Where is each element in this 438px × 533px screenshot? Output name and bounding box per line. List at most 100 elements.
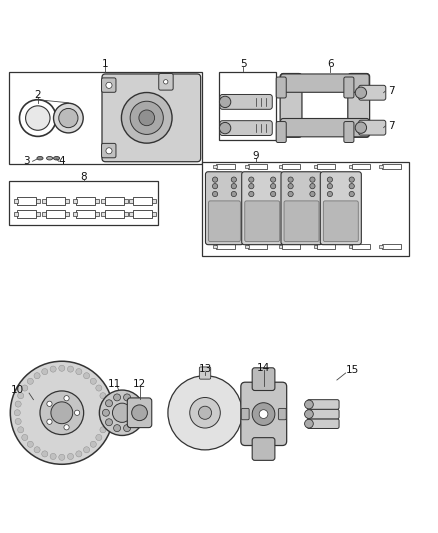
Text: 12: 12 xyxy=(133,378,146,389)
Bar xyxy=(317,244,335,249)
Circle shape xyxy=(76,451,82,457)
Circle shape xyxy=(102,401,109,407)
Circle shape xyxy=(47,401,52,406)
Circle shape xyxy=(99,390,145,435)
Bar xyxy=(314,245,317,248)
Circle shape xyxy=(113,403,132,422)
Bar xyxy=(73,212,77,216)
Circle shape xyxy=(252,403,275,425)
Text: 3: 3 xyxy=(24,156,30,166)
Circle shape xyxy=(100,393,106,399)
Circle shape xyxy=(40,391,84,434)
Text: 15: 15 xyxy=(346,366,359,375)
Circle shape xyxy=(249,177,254,182)
FancyBboxPatch shape xyxy=(252,438,275,461)
Circle shape xyxy=(106,419,113,426)
Text: 10: 10 xyxy=(11,385,24,394)
Circle shape xyxy=(42,368,48,375)
Circle shape xyxy=(124,425,131,432)
FancyBboxPatch shape xyxy=(307,419,339,429)
Circle shape xyxy=(74,410,80,415)
Text: 6: 6 xyxy=(327,59,334,69)
Circle shape xyxy=(103,410,110,416)
Circle shape xyxy=(139,110,155,126)
Circle shape xyxy=(50,454,56,459)
Circle shape xyxy=(11,361,113,464)
Text: 9: 9 xyxy=(253,151,259,161)
Text: 13: 13 xyxy=(198,364,212,374)
FancyBboxPatch shape xyxy=(307,400,339,409)
FancyBboxPatch shape xyxy=(359,85,386,100)
Bar xyxy=(17,210,36,218)
Bar xyxy=(36,199,40,203)
Bar xyxy=(245,165,249,168)
Circle shape xyxy=(259,410,268,418)
Circle shape xyxy=(113,394,120,401)
Circle shape xyxy=(271,183,276,189)
Circle shape xyxy=(15,418,21,424)
FancyBboxPatch shape xyxy=(102,74,201,161)
Bar xyxy=(382,164,401,169)
Circle shape xyxy=(190,398,220,428)
Circle shape xyxy=(355,87,367,99)
Circle shape xyxy=(15,401,21,407)
Bar xyxy=(279,245,283,248)
FancyBboxPatch shape xyxy=(284,201,319,241)
Circle shape xyxy=(51,402,73,424)
Bar xyxy=(213,245,217,248)
Circle shape xyxy=(231,191,237,197)
FancyBboxPatch shape xyxy=(199,367,211,379)
Circle shape xyxy=(53,103,83,133)
FancyBboxPatch shape xyxy=(281,74,369,92)
Circle shape xyxy=(106,82,112,88)
Bar xyxy=(382,244,401,249)
Circle shape xyxy=(212,183,218,189)
Circle shape xyxy=(121,93,172,143)
Circle shape xyxy=(100,427,106,433)
Bar xyxy=(14,199,18,203)
FancyBboxPatch shape xyxy=(242,172,283,245)
Circle shape xyxy=(271,177,276,182)
Circle shape xyxy=(50,366,56,372)
Bar xyxy=(152,212,156,216)
FancyBboxPatch shape xyxy=(276,122,286,142)
Circle shape xyxy=(18,393,24,399)
Bar xyxy=(14,212,18,216)
Circle shape xyxy=(18,427,24,433)
Text: 4: 4 xyxy=(59,156,65,166)
Circle shape xyxy=(90,378,96,384)
FancyBboxPatch shape xyxy=(127,398,152,427)
Bar xyxy=(42,212,46,216)
Circle shape xyxy=(288,183,293,189)
Bar xyxy=(279,165,283,168)
Bar xyxy=(73,199,77,203)
Circle shape xyxy=(132,419,139,426)
Bar xyxy=(133,197,152,205)
Bar xyxy=(124,199,128,203)
Circle shape xyxy=(102,418,109,424)
Bar xyxy=(101,212,105,216)
Bar xyxy=(36,212,40,216)
Circle shape xyxy=(59,454,65,461)
Circle shape xyxy=(22,385,28,391)
Bar xyxy=(248,164,267,169)
Circle shape xyxy=(64,395,69,401)
FancyBboxPatch shape xyxy=(279,408,286,420)
Text: 1: 1 xyxy=(102,59,109,69)
Bar xyxy=(352,164,370,169)
Circle shape xyxy=(67,454,74,459)
Circle shape xyxy=(219,123,231,134)
Text: 7: 7 xyxy=(388,86,395,96)
Bar xyxy=(46,197,65,205)
Bar xyxy=(216,164,235,169)
Bar xyxy=(76,197,95,205)
FancyBboxPatch shape xyxy=(359,120,386,135)
Circle shape xyxy=(96,434,102,441)
Circle shape xyxy=(310,183,315,189)
Bar xyxy=(133,210,152,218)
Bar xyxy=(105,197,124,205)
Circle shape xyxy=(355,122,367,133)
Bar xyxy=(124,212,128,216)
Bar xyxy=(349,165,352,168)
FancyBboxPatch shape xyxy=(344,122,354,142)
